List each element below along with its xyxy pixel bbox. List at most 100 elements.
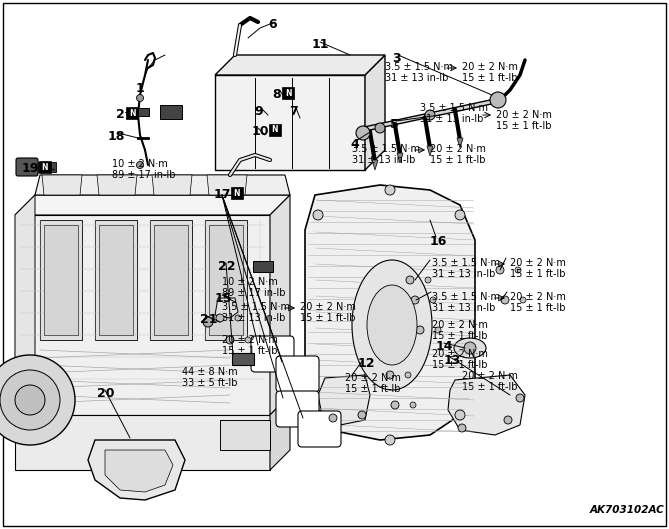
Text: 3: 3 <box>392 52 401 65</box>
Polygon shape <box>365 55 385 170</box>
Text: 3.5 ± 1.5 N·m: 3.5 ± 1.5 N·m <box>352 144 420 154</box>
Text: 6: 6 <box>268 18 276 31</box>
Text: 44 ± 8 N·m: 44 ± 8 N·m <box>182 367 237 377</box>
Circle shape <box>411 296 419 304</box>
FancyBboxPatch shape <box>251 336 294 372</box>
Text: 11: 11 <box>312 38 330 51</box>
Text: 9: 9 <box>254 105 263 118</box>
Text: 10: 10 <box>252 125 270 138</box>
Circle shape <box>385 185 395 195</box>
Text: 20: 20 <box>97 387 114 400</box>
Polygon shape <box>15 195 290 215</box>
Bar <box>282 87 294 99</box>
Text: 20 ± 2 N·m: 20 ± 2 N·m <box>345 373 401 383</box>
Text: 3.5 ± 1.5 N·m: 3.5 ± 1.5 N·m <box>222 302 290 312</box>
Circle shape <box>391 401 399 409</box>
Circle shape <box>430 297 436 303</box>
Text: 20 ± 2 N·m: 20 ± 2 N·m <box>496 110 552 120</box>
Circle shape <box>136 161 143 169</box>
Text: 20 ± 2 N·m: 20 ± 2 N·m <box>430 144 486 154</box>
Polygon shape <box>270 195 290 415</box>
FancyBboxPatch shape <box>276 391 319 427</box>
Text: 15 ± 1 ft-lb: 15 ± 1 ft-lb <box>462 382 518 392</box>
Bar <box>95 220 137 340</box>
Text: 20 ± 2 N·m: 20 ± 2 N·m <box>300 302 356 312</box>
Polygon shape <box>448 375 525 435</box>
Text: 31 ± 13 in-lb: 31 ± 13 in-lb <box>420 114 484 124</box>
Text: 20 ± 2 N·m: 20 ± 2 N·m <box>432 320 488 330</box>
Polygon shape <box>270 395 290 470</box>
Text: 15: 15 <box>215 292 233 305</box>
Polygon shape <box>372 160 378 170</box>
Text: 4: 4 <box>350 138 359 151</box>
Text: N: N <box>128 108 135 117</box>
Bar <box>15 415 270 470</box>
Polygon shape <box>457 138 463 148</box>
Circle shape <box>458 424 466 432</box>
Circle shape <box>375 123 385 133</box>
Bar <box>231 187 243 199</box>
Circle shape <box>455 410 465 420</box>
Circle shape <box>386 371 394 379</box>
Text: 5: 5 <box>390 118 399 131</box>
Text: 18: 18 <box>108 130 125 143</box>
Text: 15 ± 1 ft-lb: 15 ± 1 ft-lb <box>462 73 518 83</box>
Bar <box>154 225 188 335</box>
Polygon shape <box>88 440 185 500</box>
Circle shape <box>136 95 143 102</box>
Text: 3.5 ± 1.5 N·m: 3.5 ± 1.5 N·m <box>432 258 500 268</box>
Circle shape <box>515 267 521 273</box>
Polygon shape <box>97 175 137 195</box>
Text: 7: 7 <box>289 105 298 118</box>
Circle shape <box>245 337 251 343</box>
Text: 15 ± 1 ft-lb: 15 ± 1 ft-lb <box>432 331 488 341</box>
Text: 8: 8 <box>272 88 280 101</box>
Bar <box>40 220 82 340</box>
Text: 10 ± 2 N·m: 10 ± 2 N·m <box>222 277 278 287</box>
Text: 3.5 ± 1.5 N·m: 3.5 ± 1.5 N·m <box>432 292 500 302</box>
Circle shape <box>313 210 323 220</box>
Text: 15 ± 1 ft-lb: 15 ± 1 ft-lb <box>300 313 355 323</box>
Text: 15 ± 1 ft-lb: 15 ± 1 ft-lb <box>510 303 565 313</box>
Text: 20 ± 2 N·m: 20 ± 2 N·m <box>510 258 566 268</box>
Circle shape <box>385 435 395 445</box>
Circle shape <box>464 342 476 354</box>
Ellipse shape <box>454 338 486 358</box>
Polygon shape <box>35 175 290 195</box>
Circle shape <box>496 266 504 274</box>
Circle shape <box>455 210 465 220</box>
Polygon shape <box>152 175 192 195</box>
Circle shape <box>425 277 431 283</box>
Polygon shape <box>215 298 238 318</box>
Text: 15 ± 1 ft-lb: 15 ± 1 ft-lb <box>510 269 565 279</box>
Text: 20 ± 2 N·m: 20 ± 2 N·m <box>462 371 518 381</box>
Bar <box>160 105 182 119</box>
Bar <box>44 225 78 335</box>
Circle shape <box>329 414 337 422</box>
Circle shape <box>416 326 424 334</box>
Bar <box>15 215 270 415</box>
Polygon shape <box>305 185 475 440</box>
Text: 13: 13 <box>444 354 462 367</box>
Text: 22: 22 <box>218 260 235 273</box>
Polygon shape <box>215 55 385 75</box>
Text: AK703102AC: AK703102AC <box>590 505 665 515</box>
Circle shape <box>313 410 323 420</box>
Text: 33 ± 5 ft-lb: 33 ± 5 ft-lb <box>182 378 237 388</box>
Text: 15 ± 1 ft-lb: 15 ± 1 ft-lb <box>496 121 551 131</box>
Circle shape <box>405 372 411 378</box>
Circle shape <box>516 394 524 402</box>
Text: 14: 14 <box>436 340 454 353</box>
Bar <box>220 420 270 450</box>
Text: 15 ± 1 ft-lb: 15 ± 1 ft-lb <box>345 384 401 394</box>
Text: 89 ± 17 in-lb: 89 ± 17 in-lb <box>112 170 175 180</box>
Text: 31 ± 13 in-lb: 31 ± 13 in-lb <box>352 155 415 165</box>
Text: N: N <box>233 188 240 197</box>
Text: 15 ± 1 ft-lb: 15 ± 1 ft-lb <box>222 346 278 356</box>
Bar <box>232 353 254 365</box>
FancyBboxPatch shape <box>298 411 341 447</box>
Bar <box>135 108 149 116</box>
Circle shape <box>235 315 241 321</box>
Polygon shape <box>318 375 370 425</box>
Circle shape <box>216 314 224 322</box>
